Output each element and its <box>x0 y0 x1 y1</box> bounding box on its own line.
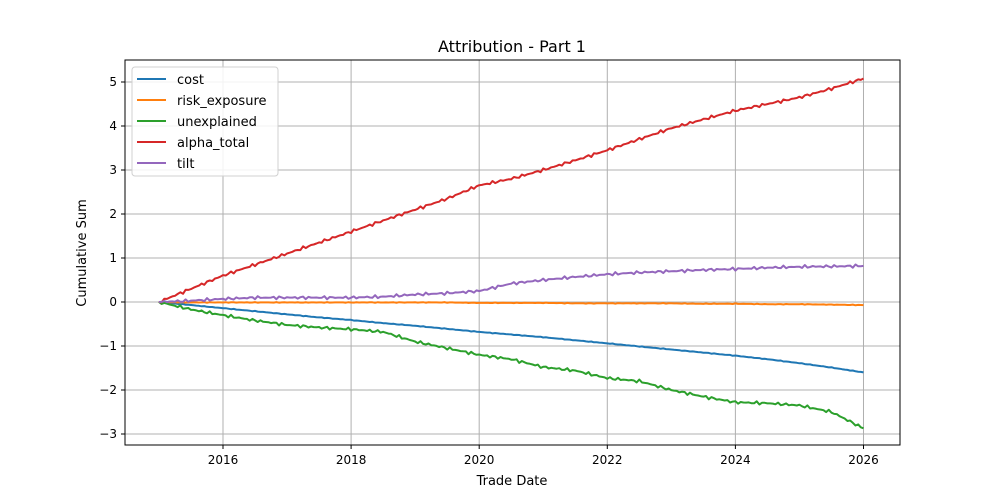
y-tick-label: −2 <box>99 383 117 397</box>
y-tick-label: 2 <box>109 207 117 221</box>
y-tick-label: 5 <box>109 75 117 89</box>
y-tick-label: −1 <box>99 339 117 353</box>
series-line-risk-exposure <box>158 301 864 307</box>
legend-label: unexplained <box>177 115 257 130</box>
y-tick-label: 0 <box>109 295 117 309</box>
x-tick-label: 2026 <box>848 453 879 467</box>
series-line-unexplained <box>158 301 864 430</box>
series-line-cost <box>158 301 864 374</box>
x-tick-label: 2022 <box>592 453 623 467</box>
x-axis-label: Trade Date <box>476 474 548 489</box>
series-line-alpha-total <box>158 77 864 304</box>
legend-box <box>131 66 279 177</box>
x-tick-label: 2020 <box>464 453 495 467</box>
y-tick-label: 3 <box>109 163 117 177</box>
y-axis-label: Cumulative Sum <box>75 199 90 307</box>
legend-label: risk_exposure <box>177 94 267 109</box>
chart-title: Attribution - Part 1 <box>438 37 586 56</box>
series-line-tilt <box>158 263 864 304</box>
x-tick-label: 2018 <box>336 453 367 467</box>
y-tick-label: 4 <box>109 119 117 133</box>
legend-label: tilt <box>177 157 194 172</box>
y-tick-label: −3 <box>99 427 117 441</box>
x-tick-label: 2016 <box>208 453 239 467</box>
legend: cost risk_exposure unexplained alpha_totalt… <box>131 66 279 177</box>
y-tick-label: 1 <box>109 251 117 265</box>
plot-frame <box>124 59 901 446</box>
legend-label: cost <box>177 73 204 88</box>
x-tick-label: 2024 <box>720 453 751 467</box>
legend-label: alpha_total <box>177 136 249 151</box>
